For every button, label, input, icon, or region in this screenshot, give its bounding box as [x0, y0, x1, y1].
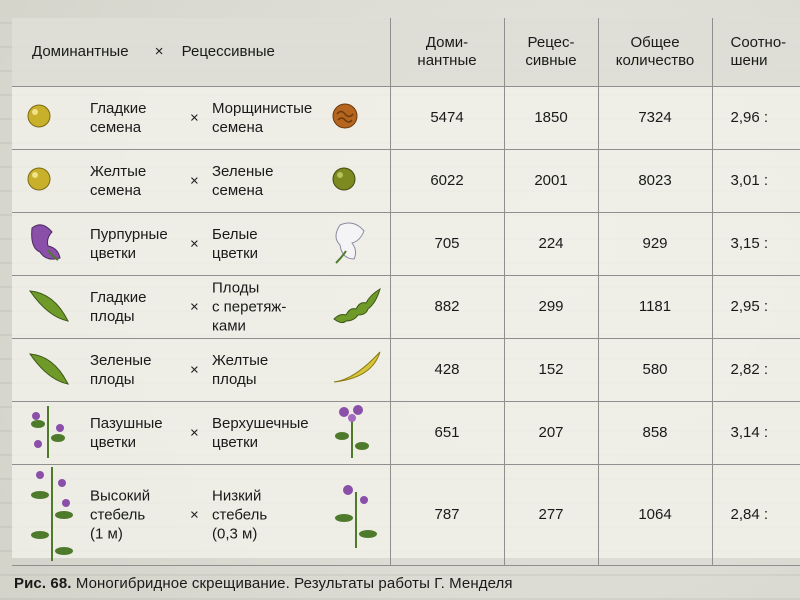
figure-caption-text: Моногибридное скрещивание. Результаты ра… [71, 575, 513, 592]
recessive-trait-label: Желтые плоды [212, 351, 269, 388]
tall-stem-icon [26, 465, 76, 565]
smooth-yellow-pea-icon [26, 103, 52, 133]
constricted-pod-icon [330, 285, 384, 329]
cross-sign: × [190, 109, 199, 126]
recessive-count: 1850 [504, 86, 599, 150]
recessive-count: 299 [504, 275, 599, 339]
total-count: 1064 [598, 464, 713, 566]
total-count: 7324 [598, 86, 713, 150]
total-count: 580 [598, 338, 713, 402]
total-count: 929 [598, 212, 713, 276]
results-table: Доминантные × Рецессивные Доми- нантные … [12, 18, 800, 566]
header-recessive: Рецессивные [181, 42, 275, 60]
cross-sign: × [190, 506, 199, 523]
header-dominant-count: Доми- нантные [390, 18, 505, 87]
table-row: Желтые семена × Зеленые семена 6022 2001… [12, 149, 800, 213]
dominant-count: 428 [390, 338, 505, 402]
white-flower-icon [330, 219, 370, 269]
recessive-trait-label: Верхушечные цветки [212, 414, 309, 451]
header-recessive-count: Рецес- сивные [504, 18, 599, 87]
dominant-count: 5474 [390, 86, 505, 150]
total-count: 1181 [598, 275, 713, 339]
ratio-value: 2,96 : [712, 86, 800, 150]
ratio-value: 3,14 : [712, 401, 800, 465]
dominant-trait-label: Пазушные цветки [90, 414, 163, 451]
dominant-count: 651 [390, 401, 505, 465]
ratio-value: 2,82 : [712, 338, 800, 402]
dominant-count: 6022 [390, 149, 505, 213]
recessive-count: 207 [504, 401, 599, 465]
table-row: Гладкие плоды × Плоды с перетяж- ками 88… [12, 275, 800, 339]
header-row: Доминантные × Рецессивные Доми- нантные … [12, 18, 800, 87]
total-count: 8023 [598, 149, 713, 213]
table-row: Пурпурные цветки × Белые цветки 705 224 … [12, 212, 800, 276]
header-cross-sign: × [154, 42, 164, 60]
recessive-count: 152 [504, 338, 599, 402]
dominant-count: 882 [390, 275, 505, 339]
table-row: Гладкие семена × Морщинистые семена 5474… [12, 86, 800, 150]
header-total: Общее количество [598, 18, 713, 87]
dominant-trait-label: Желтые семена [90, 162, 147, 199]
figure-caption-label: Рис. 68. [14, 575, 72, 592]
axial-flowers-icon [26, 404, 70, 462]
recessive-count: 224 [504, 212, 599, 276]
purple-flower-icon [26, 220, 66, 268]
recessive-count: 2001 [504, 149, 599, 213]
dominant-count: 787 [390, 464, 505, 566]
header-traits: Доминантные × Рецессивные [12, 18, 391, 87]
yellow-pod-icon [330, 348, 384, 392]
dominant-trait-label: Гладкие плоды [90, 288, 147, 325]
header-ratio: Соотно- шени [712, 18, 800, 87]
dominant-count: 705 [390, 212, 505, 276]
wrinkled-pea-icon [330, 101, 360, 135]
recessive-trait-label: Белые цветки [212, 225, 259, 262]
recessive-trait-label: Низкий стебель (0,3 м) [212, 487, 268, 542]
green-pod-icon [26, 348, 72, 392]
dominant-trait-label: Пурпурные цветки [90, 225, 168, 262]
results-table-container: Доминантные × Рецессивные Доми- нантные … [12, 18, 800, 566]
cross-sign: × [190, 424, 199, 441]
dominant-trait-label: Гладкие семена [90, 99, 147, 136]
ratio-value: 3,15 : [712, 212, 800, 276]
yellow-pea-icon [26, 166, 52, 196]
ratio-value: 2,95 : [712, 275, 800, 339]
terminal-flowers-icon [330, 404, 374, 462]
total-count: 858 [598, 401, 713, 465]
table-row: Пазушные цветки × Верхушечные цветки 651… [12, 401, 800, 465]
table-row: Высокий стебель (1 м) × Низкий стебель (… [12, 464, 800, 566]
ratio-value: 3,01 : [712, 149, 800, 213]
recessive-trait-label: Морщинистые семена [212, 99, 313, 136]
ratio-value: 2,84 : [712, 464, 800, 566]
dominant-trait-label: Зеленые плоды [90, 351, 152, 388]
cross-sign: × [190, 172, 199, 189]
header-dominant: Доминантные [32, 42, 129, 60]
cross-sign: × [190, 298, 199, 315]
short-stem-icon [330, 478, 380, 552]
figure-caption: Рис. 68. Моногибридное скрещивание. Резу… [14, 575, 513, 592]
table-row: Зеленые плоды × Желтые плоды 428 152 580… [12, 338, 800, 402]
dominant-trait-label: Высокий стебель (1 м) [90, 487, 151, 542]
recessive-count: 277 [504, 464, 599, 566]
smooth-pod-icon [26, 285, 72, 329]
cross-sign: × [190, 235, 199, 252]
green-pea-icon [330, 165, 358, 197]
cross-sign: × [190, 361, 199, 378]
recessive-trait-label: Зеленые семена [212, 162, 274, 199]
recessive-trait-label: Плоды с перетяж- ками [212, 279, 287, 334]
